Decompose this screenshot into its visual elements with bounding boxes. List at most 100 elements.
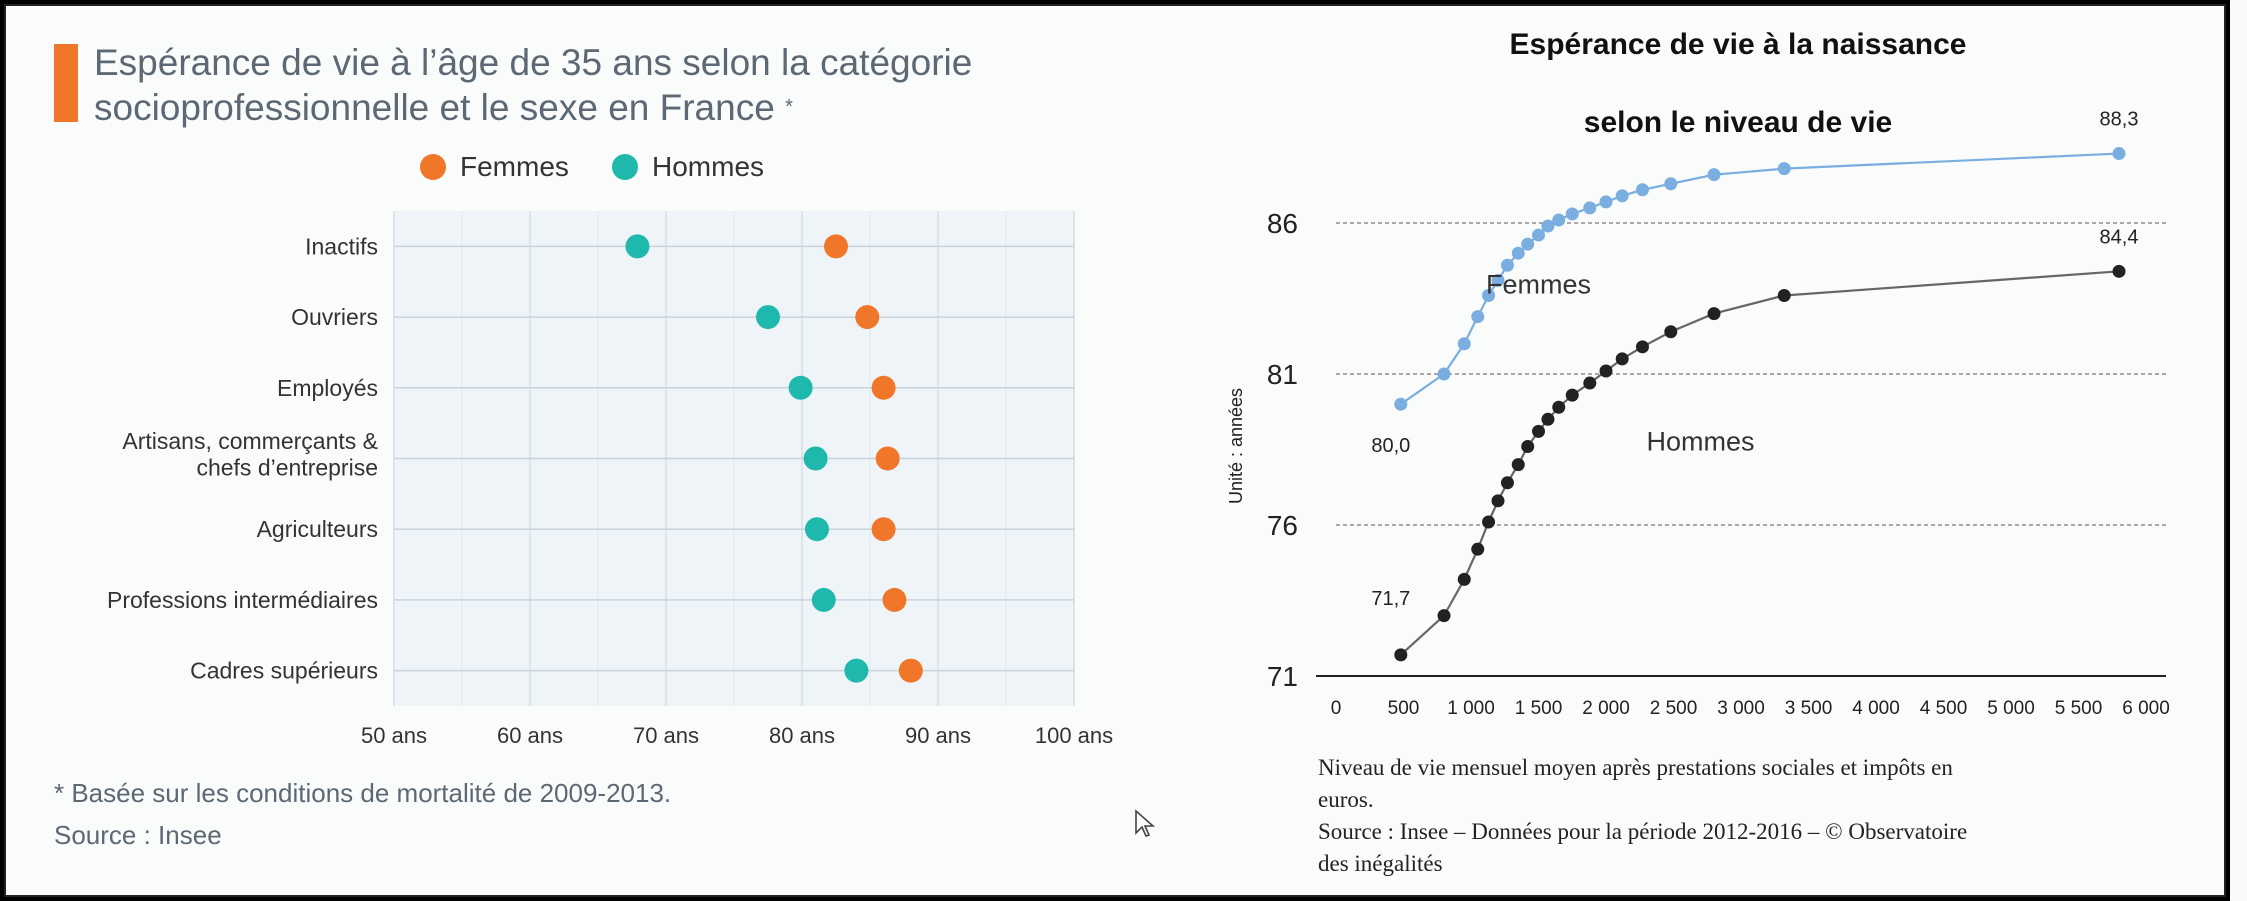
right-source-line2: des inégalités	[1318, 851, 1443, 876]
point-femmes-employes	[871, 375, 896, 400]
x-tick-label: 60 ans	[497, 723, 563, 748]
point-hommes	[1565, 388, 1579, 402]
left-footnote: * Basée sur les conditions de mortalité …	[54, 778, 672, 808]
legend-label-hommes: Hommes	[652, 151, 765, 182]
point-hommes	[2112, 264, 2126, 278]
series-annotation-hommes: Hommes	[1646, 426, 1754, 456]
y-tick-label: 71	[1267, 661, 1298, 692]
y-tick-label: 76	[1267, 510, 1298, 541]
left-title-line1: Espérance de vie à l’âge de 35 ans selon…	[94, 42, 973, 83]
legend-item-hommes: Hommes	[612, 151, 764, 183]
point-femmes-cadres-superieurs	[898, 658, 923, 683]
point-femmes	[1777, 162, 1791, 176]
point-hommes	[1532, 424, 1545, 438]
point-femmes	[1664, 177, 1678, 191]
x-tick-label: 2 000	[1582, 698, 1630, 719]
window-edge	[2230, 0, 2247, 901]
legend-dot-hommes	[612, 154, 638, 180]
x-tick-label: 5 000	[1987, 698, 2035, 719]
x-tick-label: 90 ans	[905, 723, 971, 748]
x-tick-label: 4 500	[1920, 698, 1968, 719]
x-tick-label: 70 ans	[633, 723, 699, 748]
point-hommes	[1471, 542, 1485, 556]
point-hommes	[1664, 325, 1678, 339]
x-tick-label: 1 500	[1515, 698, 1563, 719]
point-hommes	[1500, 476, 1514, 490]
point-femmes-inactifs	[824, 234, 848, 259]
point-femmes	[1471, 310, 1485, 324]
x-tick-label: 80 ans	[769, 723, 835, 748]
title-footnote-mark: *	[785, 96, 793, 118]
category-label-ouvriers: Ouvriers	[291, 304, 378, 330]
category-label-employes: Employés	[277, 375, 378, 401]
right-line-chart: 71 76 81 86 0 500 1 000 1 500 2 000 2 500 3 000 3 5…	[1226, 109, 2170, 719]
data-label-hommes: 84,4	[2100, 226, 2139, 248]
point-hommes-cadres-superieurs	[844, 658, 869, 683]
data-label-femmes: 80,0	[1371, 435, 1410, 457]
point-femmes	[1482, 288, 1496, 302]
point-hommes	[1583, 376, 1597, 390]
point-hommes	[1615, 352, 1629, 366]
point-femmes	[1511, 246, 1525, 260]
x-tick-label: 2 500	[1650, 698, 1698, 719]
screenshot-frame: Espérance de vie à l’âge de 35 ans selon…	[4, 4, 2226, 897]
x-tick-label: 4 000	[1852, 698, 1900, 719]
point-femmes	[1437, 367, 1451, 381]
point-femmes-artisans-commercants-chefs-d-entreprise	[875, 446, 900, 471]
series-annotation-femmes: Femmes	[1486, 269, 1591, 299]
point-hommes	[1552, 400, 1566, 414]
category-label-cadres-superieurs: Cadres supérieurs	[190, 658, 378, 684]
point-hommes-employes	[788, 375, 813, 400]
point-femmes	[1491, 273, 1505, 287]
category-label-professions-intermediaires: Professions intermédiaires	[107, 587, 378, 613]
point-hommes	[1511, 458, 1525, 472]
point-hommes	[1482, 515, 1496, 529]
category-label-inactifs: Inactifs	[305, 233, 378, 259]
x-tick-label: 3 000	[1717, 698, 1765, 719]
left-dot-chart: 50 ans 60 ans 70 ans 80 ans 90 ans 100 ans Ina…	[107, 211, 1113, 748]
left-source: Source : Insee	[54, 820, 222, 850]
right-note-line2: euros.	[1318, 787, 1374, 812]
series-line-hommes	[1400, 270, 2120, 656]
point-hommes	[1521, 439, 1535, 453]
category-label-artisans-commercants-chefs-d-entreprise: Artisans, commerçants & chefs d’entrepris…	[122, 428, 378, 480]
point-hommes	[1457, 572, 1471, 586]
point-femmes-agriculteurs	[871, 517, 896, 542]
left-title-line2: socioprofessionnelle et le sexe en Franc…	[94, 87, 775, 128]
point-femmes	[1565, 207, 1579, 221]
y-tick-label: 86	[1267, 208, 1298, 239]
x-tick-label: 6 000	[2122, 698, 2170, 719]
left-chart-title: Espérance de vie à l’âge de 35 ans selon…	[94, 40, 1094, 130]
y-axis-label: Unité : années	[1226, 388, 1246, 504]
point-femmes-ouvriers	[855, 305, 880, 330]
category-label-agriculteurs: Agriculteurs	[257, 516, 378, 542]
x-tick-label: 100 ans	[1035, 723, 1113, 748]
right-note-line1: Niveau de vie mensuel moyen après presta…	[1318, 755, 1953, 780]
point-hommes	[1491, 494, 1505, 508]
legend-item-femmes: Femmes	[420, 151, 569, 183]
x-tick-label: 50 ans	[361, 723, 427, 748]
point-femmes	[1615, 189, 1629, 203]
right-chart-notes: Niveau de vie mensuel moyen après presta…	[1318, 752, 2158, 880]
point-femmes	[1500, 258, 1514, 272]
mouse-cursor-icon	[1134, 809, 1156, 844]
point-hommes	[1635, 340, 1649, 354]
x-tick-label: 5 500	[2055, 698, 2103, 719]
point-hommes-inactifs	[625, 234, 650, 259]
point-femmes	[1394, 397, 1408, 411]
y-tick-label: 81	[1267, 359, 1298, 390]
x-tick-label: 3 500	[1785, 698, 1833, 719]
point-femmes	[1532, 228, 1545, 242]
point-hommes	[1599, 364, 1613, 378]
right-chart-title-line2: selon le niveau de vie	[1583, 106, 1893, 139]
point-hommes	[1437, 609, 1451, 623]
point-femmes	[1583, 201, 1597, 215]
right-chart-title-line1: Espérance de vie à la naissance	[1509, 28, 1967, 61]
point-hommes-ouvriers	[756, 305, 780, 330]
x-tick-label: 0	[1331, 698, 1342, 719]
point-hommes-artisans-commercants-chefs-d-entreprise	[803, 446, 828, 471]
title-accent-bar	[54, 44, 78, 122]
point-hommes-agriculteurs	[804, 517, 829, 542]
point-femmes	[1599, 195, 1613, 209]
point-femmes	[1521, 237, 1535, 251]
